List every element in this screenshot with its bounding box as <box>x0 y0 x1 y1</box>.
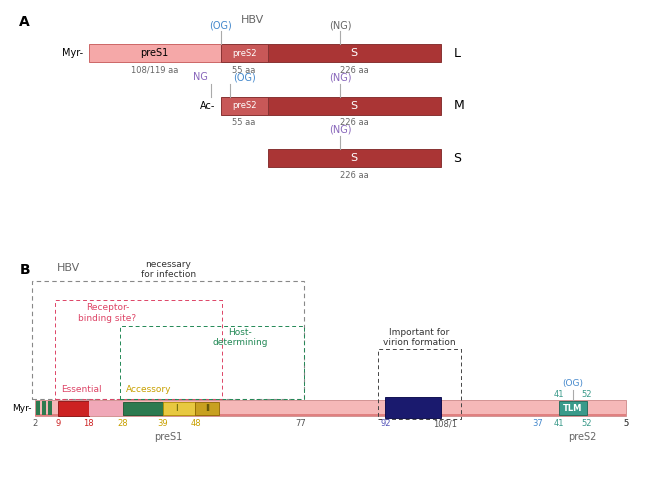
Text: 52: 52 <box>582 419 592 428</box>
Bar <box>385 397 441 418</box>
Bar <box>195 402 219 415</box>
Text: 41: 41 <box>553 419 564 428</box>
Text: 5: 5 <box>624 419 629 428</box>
Text: 55 aa: 55 aa <box>233 66 256 75</box>
Text: preS1: preS1 <box>154 432 182 441</box>
Bar <box>35 400 626 417</box>
Text: II: II <box>205 404 210 413</box>
Bar <box>268 45 441 62</box>
Text: 9: 9 <box>56 419 61 428</box>
Text: A: A <box>20 15 30 29</box>
Text: Important for
virion formation: Important for virion formation <box>383 327 456 347</box>
Bar <box>48 401 52 415</box>
Text: preS2: preS2 <box>232 49 257 58</box>
Text: necessary
for infection: necessary for infection <box>141 260 196 279</box>
Text: Ac-: Ac- <box>200 101 215 111</box>
Text: Receptor-
binding site?: Receptor- binding site? <box>79 304 136 323</box>
Text: 108/1: 108/1 <box>434 419 457 428</box>
Text: 55 aa: 55 aa <box>233 118 256 127</box>
Text: 37: 37 <box>533 419 544 428</box>
Text: 226 aa: 226 aa <box>340 171 369 180</box>
Bar <box>120 325 304 399</box>
Text: S: S <box>350 101 358 111</box>
Text: 226 aa: 226 aa <box>340 118 369 127</box>
Text: 226 aa: 226 aa <box>340 66 369 75</box>
Text: 39: 39 <box>157 419 168 428</box>
Bar <box>58 401 88 416</box>
Bar <box>378 349 461 419</box>
Text: preS1: preS1 <box>140 49 169 59</box>
Bar <box>162 402 195 415</box>
Text: Myr-: Myr- <box>12 404 32 413</box>
Bar <box>55 300 223 399</box>
Text: S: S <box>350 153 358 163</box>
Bar <box>123 402 162 415</box>
Text: 52: 52 <box>582 390 592 399</box>
Text: Myr-: Myr- <box>62 49 84 59</box>
Text: 5: 5 <box>624 419 629 428</box>
Text: (OG): (OG) <box>209 20 232 30</box>
Text: L: L <box>453 47 460 60</box>
Text: NG: NG <box>193 72 208 82</box>
Text: (OG): (OG) <box>233 72 256 82</box>
Text: HBV: HBV <box>240 15 264 25</box>
Text: 92: 92 <box>380 419 390 428</box>
Text: 77: 77 <box>295 419 307 428</box>
Text: M: M <box>453 99 464 112</box>
Bar <box>32 281 304 399</box>
Text: 28: 28 <box>118 419 128 428</box>
Bar <box>268 149 441 167</box>
Text: Host-
determining: Host- determining <box>212 328 267 347</box>
Text: 108/119 aa: 108/119 aa <box>131 66 178 75</box>
Bar <box>221 97 268 115</box>
Text: 2: 2 <box>33 419 38 428</box>
Text: preS2: preS2 <box>232 101 257 110</box>
Bar <box>559 401 587 415</box>
Text: I: I <box>175 404 178 413</box>
Bar <box>268 97 441 115</box>
Text: HBV: HBV <box>57 262 81 273</box>
Text: Essential: Essential <box>61 385 102 394</box>
Text: preS2: preS2 <box>568 432 596 441</box>
Bar <box>88 45 221 62</box>
Text: 48: 48 <box>190 419 201 428</box>
Bar <box>37 401 41 415</box>
Text: TLM: TLM <box>563 404 582 413</box>
Text: (NG): (NG) <box>329 72 351 82</box>
Text: B: B <box>20 262 30 277</box>
Bar <box>35 414 626 417</box>
Bar <box>42 401 46 415</box>
Text: (NG): (NG) <box>329 124 351 134</box>
Text: 18: 18 <box>83 419 94 428</box>
Text: Accessory: Accessory <box>126 385 171 394</box>
Text: (NG): (NG) <box>329 20 351 30</box>
Bar <box>221 45 268 62</box>
Text: S: S <box>453 152 461 165</box>
Bar <box>88 401 123 416</box>
Text: 41: 41 <box>553 390 564 399</box>
Text: (OG): (OG) <box>562 379 583 388</box>
Text: S: S <box>350 49 358 59</box>
